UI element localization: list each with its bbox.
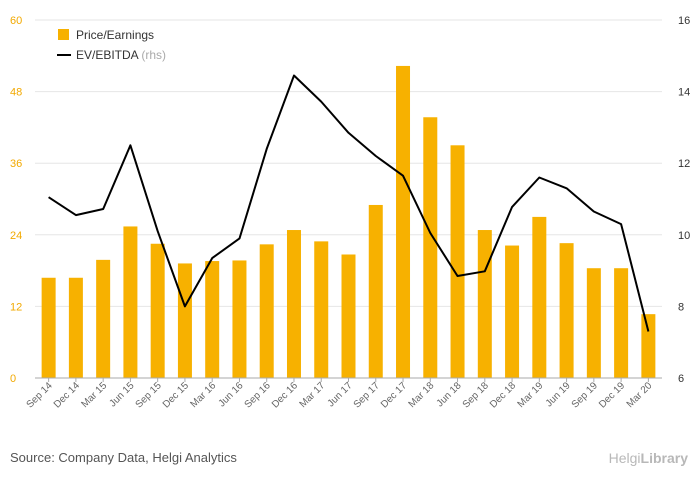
pe-bar [259,244,274,378]
pe-bar [641,314,656,378]
x-tick-label: Mar 19 [516,380,546,410]
x-tick-label: Jun 15 [108,380,137,409]
y-right-tick-label: 14 [678,87,690,99]
y-right-tick-label: 10 [678,230,690,242]
x-tick-label: Jun 16 [217,380,246,409]
pe-bar [368,204,383,378]
pe-bar [314,241,329,378]
y-right-tick-label: 8 [678,301,684,313]
y-left-tick-label: 12 [10,301,22,313]
pe-bar [232,260,247,378]
legend: Price/Earnings EV/EBITDA (rhs) [57,28,166,62]
source-note: Source: Company Data, Helgi Analytics [10,450,237,465]
pe-bar [532,216,547,378]
x-tick-label: Jun 19 [544,380,573,409]
y-right-tick-label: 6 [678,373,684,385]
x-tick-label: Sep 15 [134,380,164,410]
x-tick-label: Mar 17 [298,380,328,410]
y-right-tick-label: 12 [678,158,690,170]
pe-bar [205,261,220,378]
x-tick-label: Dec 18 [488,380,518,410]
legend-label-pe: Price/Earnings [76,28,154,42]
x-tick-label: Dec 19 [597,380,627,410]
pe-bar [177,263,192,378]
pe-bar [341,254,356,378]
brand-light: Helgi [608,450,641,466]
y-left-tick-label: 0 [10,373,16,385]
x-tick-label: Jun 17 [326,380,355,409]
pe-bar [450,145,465,378]
pe-bar [41,277,56,378]
pe-bar [150,243,165,378]
pe-bar [505,245,520,378]
pe-bar [286,230,301,378]
x-tick-label: Mar 20 [625,380,655,410]
x-tick-label: Jun 18 [435,380,464,409]
y-left-tick-label: 48 [10,87,22,99]
legend-label-ev: EV/EBITDA (rhs) [76,48,166,62]
x-tick-label: Mar 16 [189,380,219,410]
x-tick-label: Sep 19 [570,380,600,410]
brand-bold: Library [640,450,688,466]
x-tick-label: Sep 16 [243,380,273,410]
pe-bar [559,243,574,378]
legend-swatch-pe [58,29,69,40]
x-tick-label: Sep 14 [25,380,55,410]
pe-bar [423,117,438,379]
pe-bar [123,226,138,378]
x-tick-label: Sep 18 [461,380,491,410]
x-tick-label: Mar 18 [407,380,437,410]
y-left-tick-label: 60 [10,15,22,27]
x-tick-label: Dec 16 [270,380,300,410]
pe-bar [68,277,83,378]
y-left-tick-label: 36 [10,158,22,170]
pe-bar [614,268,629,378]
x-tick-label: Dec 17 [379,380,409,410]
pe-bar [586,268,601,378]
x-tick-label: Sep 17 [352,380,382,410]
y-right-tick-label: 16 [678,15,690,27]
x-tick-label: Dec 15 [161,380,191,410]
y-left-tick-label: 24 [10,230,22,242]
pe-bar [396,65,411,379]
ev-ebitda-line [48,74,650,332]
pe-bar [477,230,492,378]
pe-bar [96,259,111,378]
x-tick-label: Dec 14 [52,380,82,410]
x-tick-label: Mar 15 [79,380,109,410]
helgi-library-logo[interactable]: HelgiLibrary [609,450,688,466]
